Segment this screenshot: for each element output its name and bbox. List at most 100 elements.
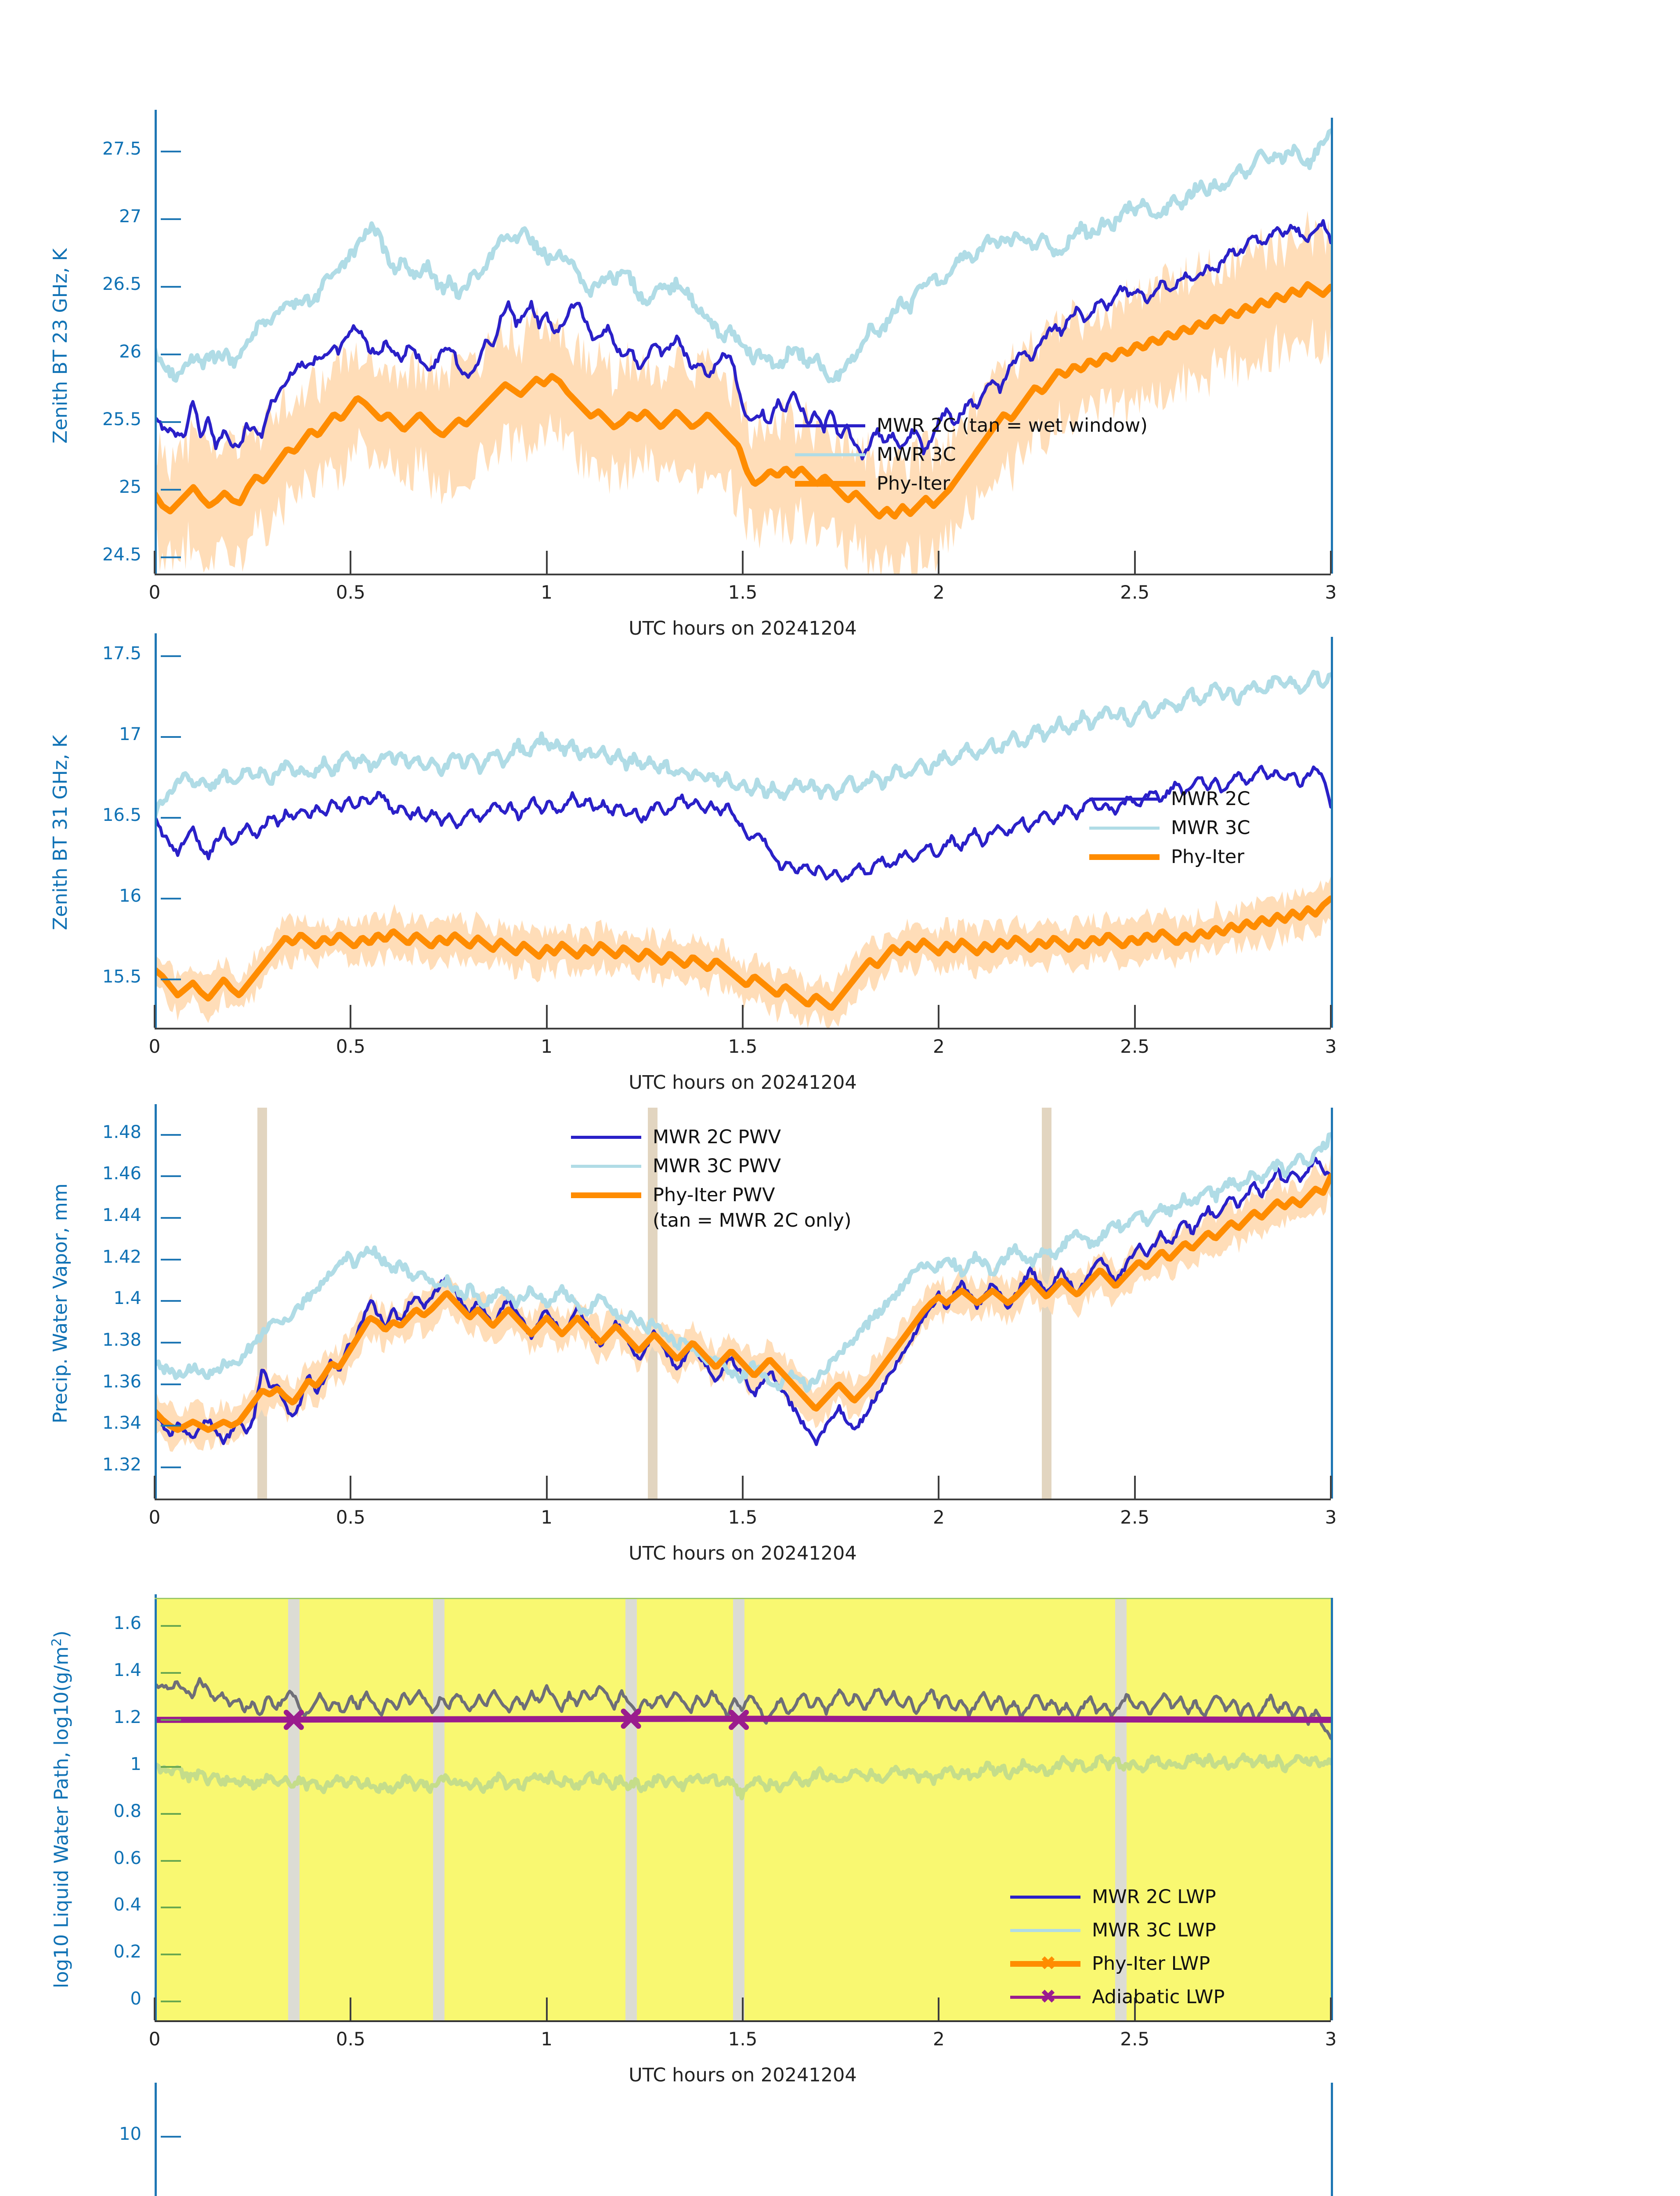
panel-bt23-y-tick-1 <box>161 489 181 491</box>
panel-pwv-legend-swatch-0 <box>571 1136 641 1139</box>
panel-lwp-x-axis-title: UTC hours on 20241204 <box>629 2064 857 2086</box>
panel-bt31-x-tick-0 <box>154 1005 155 1028</box>
panel-bt23-x-tick-5 <box>1134 551 1136 574</box>
panel-bt31-legend-swatch-1 <box>1089 827 1160 830</box>
panel-pwv-y-tick-2 <box>161 1383 181 1385</box>
panel-lwp-adiabatic-marker-2 <box>729 1709 749 1730</box>
panel-lwp-x-axis-spine <box>155 2020 1331 2022</box>
panel-pwv-x-tick-label-4: 2 <box>932 1506 945 1528</box>
panel-pwv-series-mwr-3c-pwv <box>155 1132 1331 1393</box>
panel-bt31-plot-area <box>155 637 1331 1028</box>
panel-pwv-x-tick-label-6: 3 <box>1325 1506 1337 1528</box>
panel-lwp-x-tick-6 <box>1330 1997 1332 2020</box>
panel-lwp-data-layer <box>155 1677 1331 1801</box>
panel-pwv-x-tick-label-0: 0 <box>148 1506 161 1528</box>
panel-lwp-x-tick-label-4: 2 <box>932 2028 945 2050</box>
panel-pwv-data-layer <box>155 1132 1331 1452</box>
panel-pwv-x-tick-6 <box>1330 1476 1332 1499</box>
panel-bt23-y-axis-spine <box>155 110 157 574</box>
panel-pwv-y-tick-label-0: 1.32 <box>102 1454 141 1475</box>
panel-bt23-y-tick-label-0: 24.5 <box>102 545 141 565</box>
panel-bt31-series-mwr-3c <box>155 669 1331 821</box>
panel-lwp-y-tick-label-6: 1.2 <box>113 1707 141 1727</box>
panel-lwp-legend-label-0: MWR 2C LWP <box>1092 1886 1216 1908</box>
panel-lwp-adiabatic-marker-0 <box>283 1709 304 1730</box>
panel-pwv-y-tick-3 <box>161 1341 181 1344</box>
panel-lwp-adiabatic-marker-1 <box>621 1708 641 1729</box>
panel-pwv-y-tick-label-5: 1.42 <box>102 1246 141 1267</box>
panel-bt23-series-mwr-2c <box>155 219 1331 461</box>
panel-bt31-y-tick-4 <box>161 655 181 657</box>
panel-bt31-y-tick-label-1: 16 <box>119 885 141 906</box>
panel-bt23-x-tick-3 <box>742 551 744 574</box>
panel-lwp-y-tick-label-7: 1.4 <box>113 1660 141 1681</box>
panel-lwp-gray-band-0 <box>288 1598 300 2020</box>
panel-bt23-x-axis-spine <box>155 574 1331 575</box>
panel-pwv-y-tick-0 <box>161 1466 181 1468</box>
panel-pwv-legend-item-2: Phy-Iter PWV (tan = MWR 2C only) <box>571 1182 1186 1232</box>
panel-lwp-x-tick-3 <box>742 1997 744 2020</box>
panel-pwv-y-tick-label-2: 1.36 <box>102 1371 141 1392</box>
panel-bt31-y-axis-spine <box>155 633 157 1028</box>
panel-pwv-x-axis-title: UTC hours on 20241204 <box>629 1542 857 1564</box>
panel-bt31-uncertainty-band <box>155 876 1331 1028</box>
panel-bt23-legend-label-2: Phy-Iter <box>877 473 950 495</box>
panel-pwv-y-tick-6 <box>161 1217 181 1219</box>
panel-bt23-legend-item-1: MWR 3C <box>795 442 1410 467</box>
panel-pwv-y-tick-label-6: 1.44 <box>102 1205 141 1225</box>
panel-bt31-x-tick-1 <box>350 1005 352 1028</box>
panel-lwp-y-tick-label-3: 0.6 <box>113 1848 141 1868</box>
panel-lwp-legend-label-1: MWR 3C LWP <box>1092 1919 1216 1941</box>
panel-bt23-series-mwr-3c <box>155 128 1331 383</box>
panel-bt31-legend-swatch-2 <box>1089 854 1160 860</box>
panel-bt31-legend-item-2: Phy-Iter <box>1089 844 1680 870</box>
panel-bt31-legend-label-0: MWR 2C <box>1171 788 1250 810</box>
panel-bt31-y-tick-1 <box>161 897 181 899</box>
panel-pwv-x-tick-2 <box>546 1476 548 1499</box>
panel-lwp-x-tick-label-0: 0 <box>148 2028 161 2050</box>
panel-lwp-y-tick-label-2: 0.4 <box>113 1895 141 1915</box>
panel-bt23-x-tick-2 <box>546 551 548 574</box>
panel-bt31-legend-label-2: Phy-Iter <box>1171 846 1245 868</box>
panel-pwv-y-axis-spine <box>155 1104 157 1499</box>
panel-lwp-x-tick-label-2: 1 <box>541 2028 553 2050</box>
panel-lwp-legend-swatch-0 <box>1010 1896 1080 1899</box>
panel-lwp-y-tick-6 <box>161 1719 181 1721</box>
panel-lwp-x-tick-1 <box>350 1997 352 2020</box>
panel-bt23-x-tick-label-3: 1.5 <box>728 582 758 603</box>
panel-lwp-y-tick-5 <box>161 1766 181 1768</box>
panel-bt23-y-tick-label-2: 25.5 <box>102 409 141 430</box>
panel-bt31-x-tick-5 <box>1134 1005 1136 1028</box>
panel-lwp-y-tick-2 <box>161 1907 181 1909</box>
panel-pwv-legend-label-0: MWR 2C PWV <box>653 1126 781 1148</box>
panel-pwv-x-tick-label-5: 2.5 <box>1120 1506 1150 1528</box>
panel-bt23-legend-swatch-2 <box>795 481 865 487</box>
panel-bt23-uncertainty-band <box>155 211 1331 574</box>
panel-bt23-y-tick-0 <box>161 556 181 559</box>
panel-lwp-y-tick-label-5: 1 <box>130 1754 141 1774</box>
panel-bt23-x-tick-label-1: 0.5 <box>336 582 365 603</box>
panel-bt31-x-tick-label-3: 1.5 <box>728 1036 758 1057</box>
panel-pwv-y-tick-5 <box>161 1258 181 1261</box>
panel-pwv-y-tick-label-1: 1.34 <box>102 1413 141 1434</box>
panel-pwv-series-phy-iter-pwv <box>155 1173 1331 1433</box>
panel-pwv-legend-item-1: MWR 3C PWV <box>571 1153 1186 1179</box>
panel-lwp-y-tick-7 <box>161 1672 181 1674</box>
panel-bt23-x-tick-label-5: 2.5 <box>1120 582 1150 603</box>
panel-bt31-x-tick-2 <box>546 1005 548 1028</box>
panel-bt31-x-axis-spine <box>155 1028 1331 1029</box>
panel-bt23-legend-label-0: MWR 2C (tan = wet window) <box>877 415 1148 437</box>
panel-lwp-y-tick-0 <box>161 2001 181 2003</box>
panel-lwp-gray-band-2 <box>625 1598 637 2020</box>
panel-bt23-x-tick-4 <box>938 551 940 574</box>
panel-pwv-plot-area <box>155 1108 1331 1499</box>
panel-lwp-plot-area <box>155 1598 1331 2020</box>
panel-dqflag-plot-area <box>155 2091 1331 2196</box>
panel-bt31-right-spine <box>1331 637 1333 1028</box>
panel-pwv-y-tick-label-3: 1.38 <box>102 1329 141 1350</box>
panel-lwp-y-tick-label-1: 0.2 <box>113 1942 141 1962</box>
panel-bt31-x-tick-label-5: 2.5 <box>1120 1036 1150 1057</box>
panel-lwp-legend-item-0: MWR 2C LWP <box>1010 1884 1625 1910</box>
